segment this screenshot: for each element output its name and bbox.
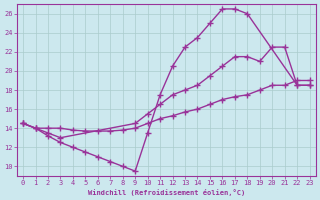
X-axis label: Windchill (Refroidissement éolien,°C): Windchill (Refroidissement éolien,°C) [88, 189, 245, 196]
